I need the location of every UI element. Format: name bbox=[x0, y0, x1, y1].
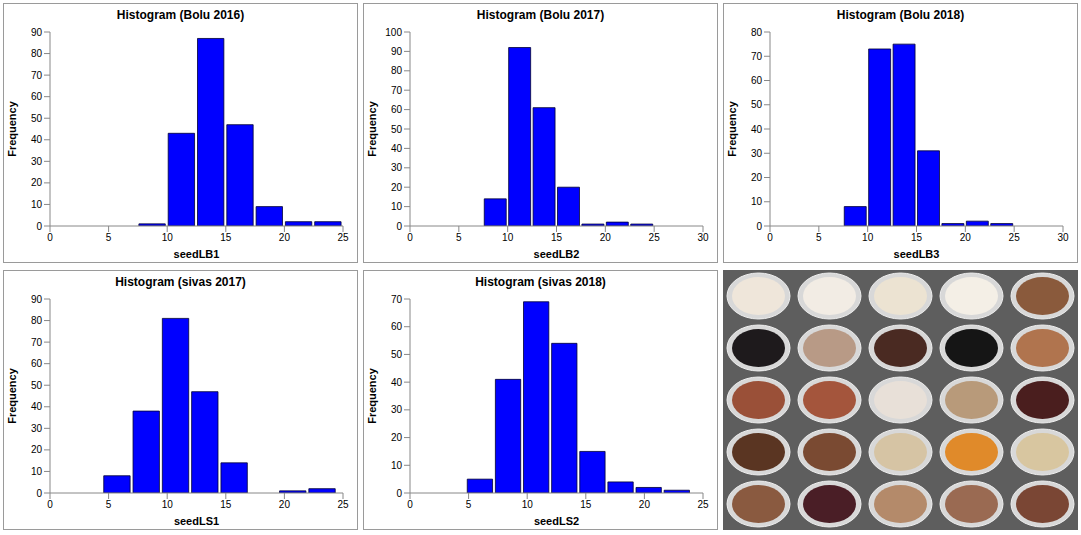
svg-text:20: 20 bbox=[391, 432, 403, 443]
svg-text:0: 0 bbox=[407, 499, 413, 510]
svg-text:10: 10 bbox=[391, 460, 403, 471]
svg-text:Frequency: Frequency bbox=[366, 367, 378, 424]
svg-text:25: 25 bbox=[697, 499, 709, 510]
svg-text:30: 30 bbox=[31, 423, 43, 434]
svg-text:5: 5 bbox=[816, 232, 822, 243]
svg-text:Frequency: Frequency bbox=[6, 367, 18, 424]
svg-text:20: 20 bbox=[31, 177, 43, 188]
svg-text:0: 0 bbox=[36, 221, 42, 232]
svg-text:40: 40 bbox=[31, 401, 43, 412]
html-text:Histogram (sivas 2017): Histogram (sivas 2017) bbox=[115, 275, 246, 289]
svg-text:50: 50 bbox=[391, 349, 403, 360]
svg-text:60: 60 bbox=[391, 104, 403, 115]
svg-text:5: 5 bbox=[106, 499, 112, 510]
svg-text:20: 20 bbox=[391, 182, 403, 193]
html-text:Histogram (Bolu 2018): Histogram (Bolu 2018) bbox=[836, 8, 965, 22]
svg-text:80: 80 bbox=[31, 315, 43, 326]
html-text:Histogram (Bolu 2016): Histogram (Bolu 2016) bbox=[116, 8, 245, 22]
svg-text:5: 5 bbox=[106, 232, 112, 243]
svg-text:0: 0 bbox=[756, 221, 762, 232]
svg-text:20: 20 bbox=[960, 232, 972, 243]
svg-text:20: 20 bbox=[279, 232, 291, 243]
svg-text:Frequency: Frequency bbox=[726, 100, 738, 157]
svg-text:50: 50 bbox=[31, 113, 43, 124]
svg-text:0: 0 bbox=[767, 232, 773, 243]
svg-text:30: 30 bbox=[391, 162, 403, 173]
svg-text:Frequency: Frequency bbox=[366, 100, 378, 157]
svg-text:15: 15 bbox=[220, 232, 232, 243]
svg-text:70: 70 bbox=[31, 70, 43, 81]
svg-text:70: 70 bbox=[391, 294, 403, 305]
svg-text:25: 25 bbox=[337, 499, 349, 510]
svg-text:40: 40 bbox=[391, 377, 403, 388]
svg-text:0: 0 bbox=[396, 221, 402, 232]
svg-text:0: 0 bbox=[47, 232, 53, 243]
svg-text:80: 80 bbox=[31, 48, 43, 59]
svg-text:50: 50 bbox=[751, 99, 763, 110]
svg-text:60: 60 bbox=[391, 321, 403, 332]
svg-text:60: 60 bbox=[31, 91, 43, 102]
svg-text:90: 90 bbox=[391, 46, 403, 57]
svg-text:10: 10 bbox=[162, 232, 174, 243]
svg-text:15: 15 bbox=[551, 232, 563, 243]
svg-text:20: 20 bbox=[639, 499, 651, 510]
svg-text:25: 25 bbox=[649, 232, 661, 243]
svg-text:30: 30 bbox=[751, 148, 763, 159]
svg-text:80: 80 bbox=[391, 65, 403, 76]
svg-text:seedLB2: seedLB2 bbox=[534, 248, 580, 260]
svg-text:100: 100 bbox=[385, 27, 402, 38]
svg-text:10: 10 bbox=[862, 232, 874, 243]
svg-text:20: 20 bbox=[600, 232, 612, 243]
svg-text:10: 10 bbox=[502, 232, 514, 243]
svg-text:90: 90 bbox=[31, 27, 43, 38]
html-text:Histogram (sivas 2018): Histogram (sivas 2018) bbox=[475, 275, 606, 289]
svg-text:30: 30 bbox=[697, 232, 709, 243]
svg-text:5: 5 bbox=[466, 499, 472, 510]
svg-text:15: 15 bbox=[580, 499, 592, 510]
svg-text:0: 0 bbox=[36, 488, 42, 499]
svg-text:70: 70 bbox=[391, 85, 403, 96]
svg-text:5: 5 bbox=[456, 232, 462, 243]
svg-text:seedLS1: seedLS1 bbox=[174, 515, 219, 527]
svg-text:80: 80 bbox=[751, 27, 763, 38]
svg-text:70: 70 bbox=[31, 337, 43, 348]
svg-text:40: 40 bbox=[31, 134, 43, 145]
svg-text:40: 40 bbox=[391, 143, 403, 154]
svg-text:30: 30 bbox=[31, 156, 43, 167]
svg-text:seedLB1: seedLB1 bbox=[174, 248, 220, 260]
svg-text:10: 10 bbox=[31, 466, 43, 477]
svg-text:30: 30 bbox=[1057, 232, 1069, 243]
svg-text:Frequency: Frequency bbox=[6, 100, 18, 157]
svg-text:25: 25 bbox=[1009, 232, 1021, 243]
svg-text:25: 25 bbox=[337, 232, 349, 243]
svg-text:70: 70 bbox=[751, 51, 763, 62]
svg-text:10: 10 bbox=[162, 499, 174, 510]
html-text:Histogram (Bolu 2017): Histogram (Bolu 2017) bbox=[476, 8, 605, 22]
svg-text:60: 60 bbox=[751, 75, 763, 86]
svg-text:10: 10 bbox=[522, 499, 534, 510]
svg-text:20: 20 bbox=[31, 444, 43, 455]
svg-text:20: 20 bbox=[279, 499, 291, 510]
svg-text:seedLS2: seedLS2 bbox=[534, 515, 579, 527]
svg-text:15: 15 bbox=[911, 232, 923, 243]
svg-text:0: 0 bbox=[47, 499, 53, 510]
svg-text:0: 0 bbox=[407, 232, 413, 243]
svg-text:10: 10 bbox=[31, 199, 43, 210]
svg-text:10: 10 bbox=[391, 201, 403, 212]
svg-text:90: 90 bbox=[31, 294, 43, 305]
svg-text:50: 50 bbox=[391, 124, 403, 135]
svg-text:20: 20 bbox=[751, 172, 763, 183]
svg-text:seedLB3: seedLB3 bbox=[894, 248, 940, 260]
svg-text:50: 50 bbox=[31, 380, 43, 391]
svg-text:0: 0 bbox=[396, 488, 402, 499]
svg-text:40: 40 bbox=[751, 124, 763, 135]
svg-text:30: 30 bbox=[391, 404, 403, 415]
svg-text:15: 15 bbox=[220, 499, 232, 510]
svg-text:10: 10 bbox=[751, 196, 763, 207]
svg-text:60: 60 bbox=[31, 358, 43, 369]
